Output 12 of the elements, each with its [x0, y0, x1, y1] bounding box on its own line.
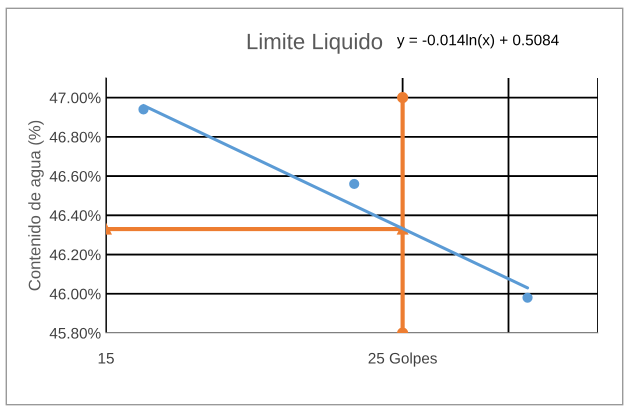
- y-tick-label: 46.00%: [50, 288, 101, 300]
- x-tick-label: 25 Golpes: [368, 352, 437, 367]
- text: y = -0.014ln(x) + 0.5084: [396, 34, 559, 48]
- y-tick-label: 46.80%: [50, 132, 101, 143]
- y-tick-label: 46.20%: [50, 249, 101, 260]
- y-axis-title: Contenido de agua (%): [28, 120, 44, 290]
- x-tick-label: 15: [98, 353, 114, 364]
- y-tick-label: 47.00%: [50, 92, 101, 104]
- chart-title: Limite Liquido: [248, 33, 382, 54]
- y-tick-label: 45.80%: [50, 328, 101, 339]
- y-tick-label: 46.40%: [50, 210, 101, 221]
- y-tick-label: 46.60%: [50, 170, 101, 182]
